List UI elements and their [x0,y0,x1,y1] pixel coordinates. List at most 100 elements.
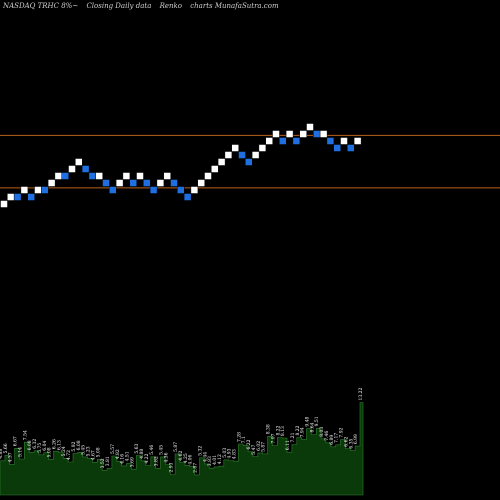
renko-brick-up [136,172,144,180]
volume-label: 5.57 [110,444,116,454]
volume-label: 6.62 [343,437,349,447]
volume-label: 4.37 [8,452,14,462]
volume-label: 4.51 [125,451,131,461]
volume-label: 5.45 [159,445,165,455]
renko-brick-up [0,200,8,208]
renko-brick-down [313,130,321,138]
renko-brick-down [61,172,69,180]
renko-brick-up [319,130,328,138]
renko-brick-down [102,179,110,187]
volume-label: 5.63 [134,443,140,453]
volume-label: 6.22 [246,439,252,449]
renko-brick-up [20,186,29,194]
volume-label: 4.93 [227,448,233,458]
volume-label: 5.87 [261,442,267,452]
renko-brick-up [306,123,314,131]
volume-label: 6.99 [353,434,359,444]
renko-brick-up [122,172,131,180]
renko-brick-down [81,165,90,173]
volume-label: 3.81 [105,456,111,466]
renko-brick-down [292,137,301,145]
renko-brick-up [156,179,165,187]
renko-brick-up [265,137,273,145]
volume-label: 4.83 [232,449,238,459]
volume-label: 6.89 [329,435,335,445]
volume-label: 5.46 [149,445,155,455]
renko-brick-up [75,158,83,166]
volume-label: 6.35 [348,438,354,448]
volume-label: 5.75 [37,443,43,453]
volume-label: 4.82 [115,449,121,459]
volume-label: 7.94 [300,427,306,437]
volume-label: 5.87 [173,442,179,452]
title-chart-name: Renko [159,2,183,10]
volume-label: 6.04 [42,441,48,451]
renko-brick-up [299,130,307,138]
volume-label: 8.13 [280,426,286,436]
volume-label: 5.47 [251,445,257,455]
renko-brick-down [245,158,253,166]
volume-label: 5.32 [198,446,204,456]
renko-brick-down [109,186,117,194]
volume-label: 5.03 [222,448,228,458]
renko-brick-up [217,158,226,166]
renko-brick-down [149,186,158,194]
volume-label: 8.64 [309,422,315,432]
renko-brick-down [27,193,35,201]
renko-brick-up [7,193,15,201]
renko-brick-up [34,186,42,194]
volume-label: 7.92 [339,427,345,437]
volume-label: 6.02 [256,441,262,451]
renko-brick-down [129,179,137,187]
volume-label: 5.08 [47,447,53,457]
renko-brick-up [231,144,239,152]
volume-label: 3.83 [207,456,213,466]
renko-brick-up [272,130,280,138]
volume-label: 3.82 [154,456,160,466]
renko-brick-up [197,179,205,187]
renko-brick-down [347,144,355,152]
volume-label: 4.22 [144,453,150,463]
volume-label: 7.28 [236,432,242,442]
renko-brick-down [326,137,335,145]
renko-brick-up [163,172,171,180]
renko-brick-down [279,137,287,145]
volume-label: 3.52 [100,458,106,468]
volume-label: 3.69 [129,457,135,467]
title-site: charts MunafaSutra.com [190,2,279,10]
volume-area [0,402,364,496]
title-symbol: NASDAQ TRHC 8%~ [3,2,79,10]
renko-brick-down [170,179,178,187]
volume-label: 6.26 [52,439,58,449]
volume-label: 6.11 [285,440,291,450]
volume-label: 4.25 [183,453,189,463]
volume-label: 5.23 [86,446,92,456]
volume-label: 5.08 [95,447,101,457]
volume-label: 7.21 [290,432,296,442]
volume-label: 2.93 [168,462,174,472]
volume-label: 4.62 [178,451,184,461]
renko-brick-up [353,137,362,145]
volume-label: 7.07 [270,433,276,443]
volume-label: 4.88 [0,449,4,459]
volume-label: 6.13 [56,440,62,450]
volume-label: 4.67 [90,450,96,460]
volume-label: 6.08 [27,440,33,450]
volume-label: 5.66 [3,443,9,453]
renko-brick-down [13,193,22,201]
volume-label: 4.12 [217,454,223,464]
volume-label: 6.67 [13,436,19,446]
renko-brick-up [258,144,267,152]
volume-label: 4.44 [202,452,208,462]
title-kind: Closing Daily data [86,2,152,10]
renko-brick-up [95,172,103,180]
renko-brick-down [88,172,97,180]
renko-brick-up [224,151,233,159]
volume-label: 7.1 [241,436,247,443]
renko-brick-up [47,179,56,187]
renko-brick-up [251,151,260,159]
renko-brick-down [143,179,151,187]
volume-label: 6.32 [32,439,38,449]
renko-brick-up [204,172,212,180]
